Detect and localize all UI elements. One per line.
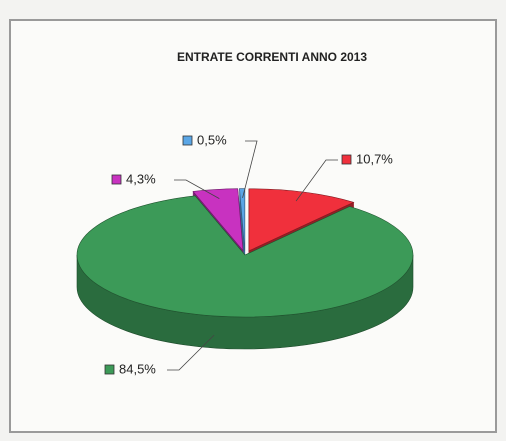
data-label: 84,5% [119,361,156,376]
legend-swatch [341,154,352,165]
data-label: 10,7% [356,151,393,166]
slice [192,188,244,252]
data-label: 0,5% [197,132,227,147]
legend-swatch [182,135,193,146]
data-label: 4,3% [126,171,156,186]
leader-line [242,140,258,198]
chart-title: ENTRATE CORRENTI ANNO 2013 [177,50,367,64]
slice [248,188,355,252]
slice [76,195,414,318]
legend-swatch [111,174,122,185]
leader-line [174,179,220,200]
legend-swatch [104,364,115,375]
leader-line [295,159,338,202]
leader-line [167,334,215,371]
